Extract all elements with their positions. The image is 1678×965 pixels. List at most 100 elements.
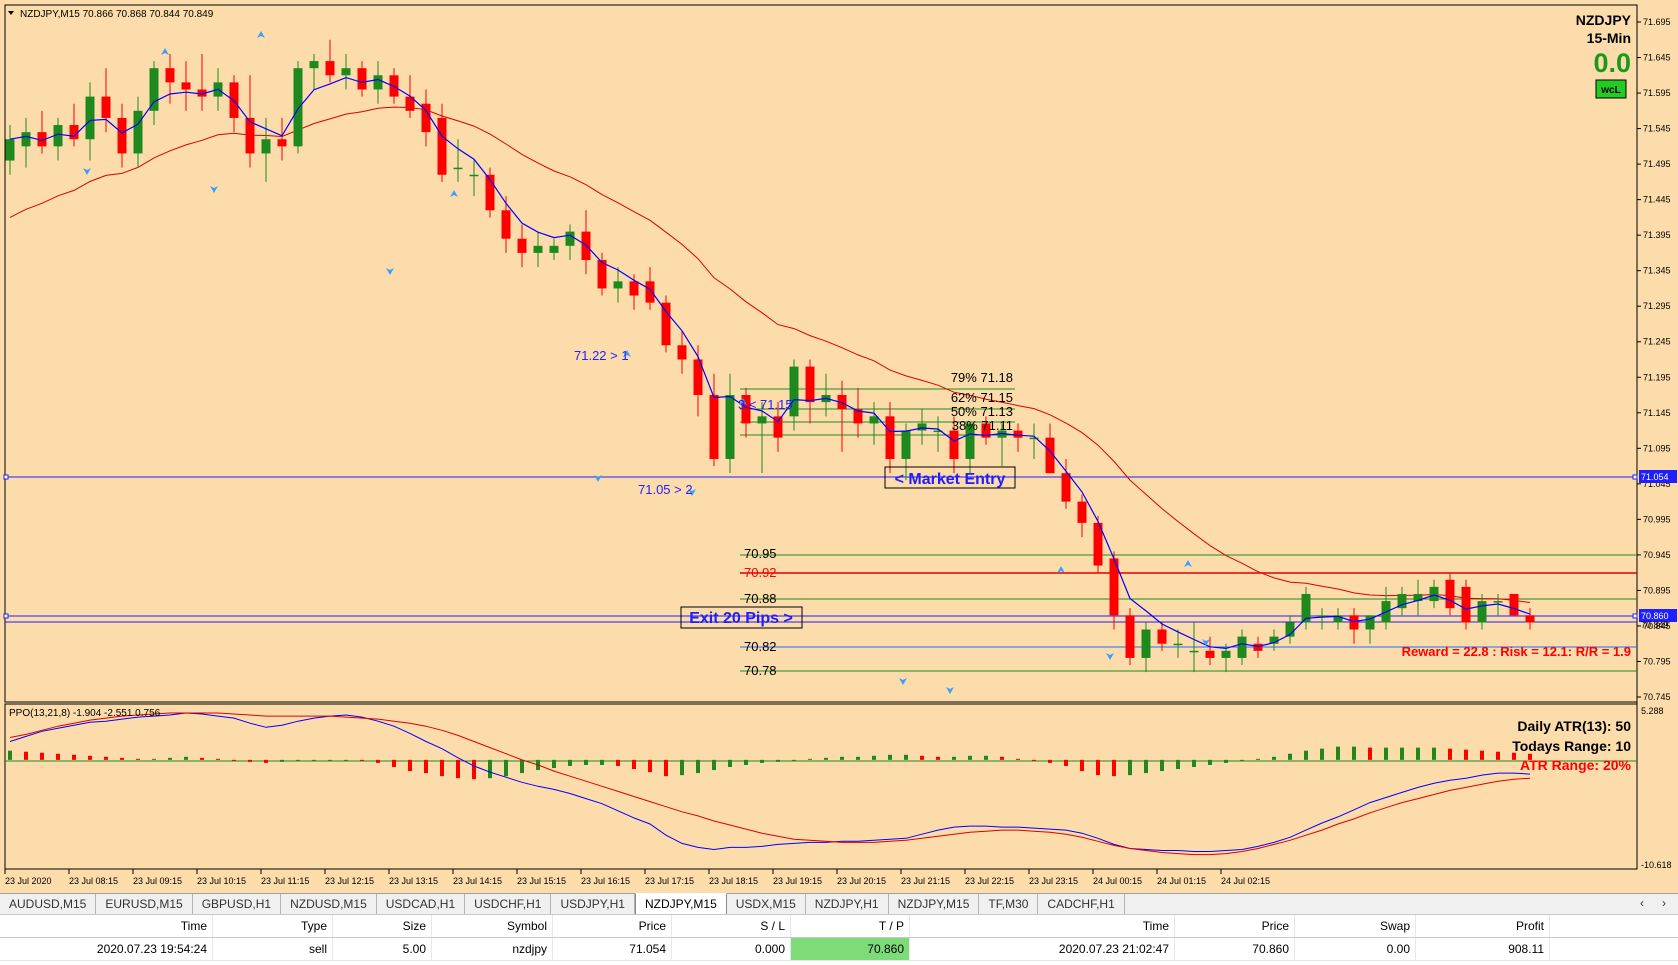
candle — [789, 359, 799, 431]
ppo-bar — [1080, 759, 1084, 772]
tab-scroll-left-icon[interactable]: ‹ — [1640, 896, 1644, 910]
exit-box[interactable] — [680, 606, 803, 629]
column-header[interactable]: Profit — [1416, 915, 1550, 937]
tab-usdcad-h1[interactable]: USDCAD,H1 — [377, 894, 466, 914]
tab-usdchf-h1[interactable]: USDCHF,H1 — [465, 894, 552, 914]
ppo-bar — [1048, 759, 1052, 763]
candle — [821, 373, 831, 417]
candle — [613, 267, 623, 303]
tab-scroll-right-icon[interactable]: › — [1662, 896, 1666, 910]
ppo-bar — [680, 759, 684, 776]
chart-menu-triangle-icon[interactable] — [8, 11, 14, 15]
tab-usdjpy-h1[interactable]: USDJPY,H1 — [551, 894, 635, 914]
column-header[interactable]: Time — [0, 915, 213, 937]
candle — [21, 117, 31, 168]
tab-usdx-m15[interactable]: USDX,M15 — [727, 894, 806, 914]
time-axis-label: 23 Jul 2020 — [5, 876, 52, 886]
candle — [421, 89, 431, 147]
candle — [517, 224, 527, 268]
fast-moving-average — [9, 76, 1531, 650]
column-header[interactable]: S / L — [672, 915, 791, 937]
candle — [965, 423, 975, 474]
candle — [565, 224, 575, 261]
candle — [757, 402, 767, 474]
chart-canvas[interactable]: 71.695 71.645 71.595 71.545 71.495 71.445 71.3… — [0, 0, 1678, 893]
column-header[interactable]: Time — [910, 915, 1175, 937]
entry-handle-left[interactable] — [3, 474, 9, 480]
price-axis-label: 71.545 — [1643, 124, 1671, 134]
candle — [1253, 636, 1263, 658]
exit-label: Exit 20 Pips > — [689, 610, 793, 627]
tab-nzdjpy-m15[interactable]: NZDJPY,M15 — [889, 894, 980, 914]
column-header[interactable]: Symbol — [432, 915, 553, 937]
ppo-bar — [1480, 750, 1484, 760]
exit-handle-right[interactable] — [1632, 613, 1638, 619]
ppo-bar — [184, 756, 188, 760]
ppo-bar — [808, 758, 812, 760]
tab-nzdusd-m15[interactable]: NZDUSD,M15 — [281, 894, 377, 914]
ppo-bar — [1000, 756, 1004, 760]
level-70-95-label: 70.95 — [744, 546, 777, 561]
candle — [1045, 423, 1055, 474]
ppo-bar — [1304, 750, 1308, 760]
level-70-88-label: 70.88 — [744, 591, 777, 606]
order-cell: 2020.07.23 21:02:47 — [910, 938, 1175, 960]
candle — [149, 61, 159, 126]
column-header[interactable]: T / P — [791, 915, 910, 937]
order-cell: sell — [213, 938, 333, 960]
fractal-up-icon — [1184, 560, 1192, 567]
exit-handle-left[interactable] — [3, 613, 9, 619]
atr-range: ATR Range: 20% — [1520, 757, 1632, 773]
tab-audusd-m15[interactable]: AUDUSD,M15 — [0, 894, 97, 914]
price-axis-label: 71.245 — [1643, 337, 1671, 347]
reward-risk-label: Reward = 22.8 : Risk = 12.1: R/R = 1.9 — [1402, 644, 1631, 659]
order-row[interactable]: 2020.07.23 19:54:24 sell 5.00 nzdjpy 71.054 0… — [0, 938, 1678, 961]
column-header[interactable]: Size — [333, 915, 432, 937]
chart-area[interactable]: 71.695 71.645 71.595 71.545 71.495 71.445 71.3… — [0, 0, 1678, 893]
ppo-bar — [792, 759, 796, 761]
column-header[interactable]: Price — [1175, 915, 1295, 937]
ppo-bar — [88, 755, 92, 760]
ppo-bar — [1160, 759, 1164, 772]
fractal-down-icon — [210, 186, 218, 193]
fractal-up-icon — [1057, 566, 1065, 573]
ppo-bar — [1144, 759, 1148, 774]
time-axis-label: 23 Jul 08:15 — [69, 876, 118, 886]
price-axis-label: 70.995 — [1643, 514, 1671, 524]
tab-gbpusd-h1[interactable]: GBPUSD,H1 — [193, 894, 282, 914]
market-entry-box[interactable] — [884, 466, 1016, 489]
time-axis-label: 23 Jul 17:15 — [645, 876, 694, 886]
ppo-bar — [696, 759, 700, 774]
tab-nzdjpy-m15[interactable]: NZDJPY,M15 — [634, 893, 727, 914]
candle — [997, 423, 1007, 467]
time-axis-label: 23 Jul 18:15 — [709, 876, 758, 886]
ppo-bar — [488, 759, 492, 779]
time-axis-label: 23 Jul 15:15 — [517, 876, 566, 886]
column-header[interactable]: Price — [553, 915, 672, 937]
candle — [1269, 629, 1279, 651]
candle — [1525, 608, 1535, 630]
order-cell: 0.000 — [672, 938, 791, 960]
ppo-bar — [200, 757, 204, 760]
tab-cadchf-h1[interactable]: CADCHF,H1 — [1038, 894, 1125, 914]
price-axis-label: 71.195 — [1643, 372, 1671, 382]
candle — [1189, 622, 1199, 673]
candle — [277, 117, 287, 161]
todays-range: Todays Range: 10 — [1512, 738, 1631, 754]
column-header[interactable]: Type — [213, 915, 333, 937]
candle — [1477, 593, 1487, 630]
entry-handle-right[interactable] — [1632, 474, 1638, 480]
candle — [1397, 586, 1407, 616]
fractal-down-icon — [83, 168, 91, 175]
fractal-down-icon — [1202, 639, 1210, 646]
ppo-bar — [56, 753, 60, 760]
tab-tf-m30[interactable]: TF,M30 — [979, 894, 1039, 914]
tab-nzdjpy-h1[interactable]: NZDJPY,H1 — [806, 894, 889, 914]
candle — [1381, 586, 1391, 630]
column-header[interactable]: Swap — [1295, 915, 1416, 937]
candle — [645, 267, 655, 310]
level-70-82-label: 70.82 — [744, 639, 777, 654]
tab-eurusd-m15[interactable]: EURUSD,M15 — [96, 894, 193, 914]
order-cell: 5.00 — [333, 938, 432, 960]
candle — [533, 231, 543, 268]
